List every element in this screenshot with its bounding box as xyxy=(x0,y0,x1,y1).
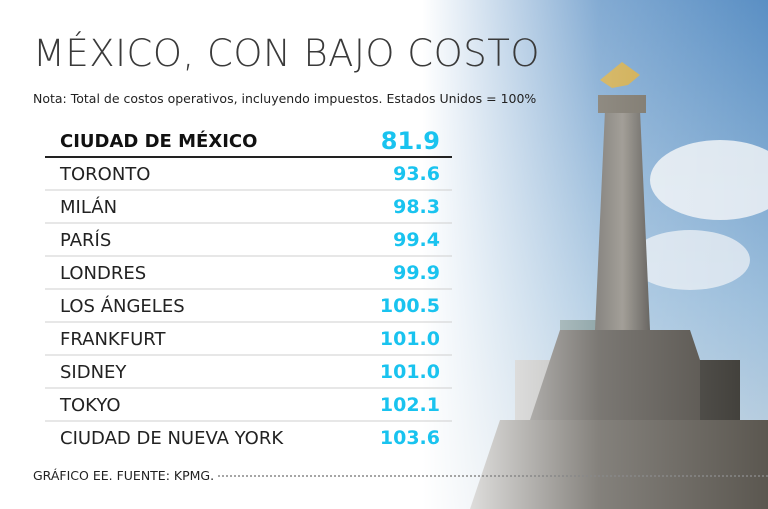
city: LOS ÁNGELES xyxy=(60,295,185,317)
city: FRANKFURT xyxy=(60,329,166,350)
value: 99.9 xyxy=(393,262,440,284)
city: CIUDAD DE MÉXICO xyxy=(60,130,257,152)
city: MILÁN xyxy=(60,196,117,218)
city: SIDNEY xyxy=(60,362,127,383)
city: TOKYO xyxy=(59,395,121,416)
city: PARÍS xyxy=(60,229,111,251)
city: TORONTO xyxy=(59,164,150,185)
value: 102.1 xyxy=(380,394,440,416)
value: 93.6 xyxy=(393,163,440,185)
city: LONDRES xyxy=(60,263,146,284)
value: 101.0 xyxy=(380,328,440,350)
value: 100.5 xyxy=(380,295,440,317)
value: 99.4 xyxy=(393,229,440,251)
source: GRÁFICO EE. FUENTE: KPMG. xyxy=(33,468,214,483)
value: 103.6 xyxy=(380,427,440,449)
table: CIUDAD DE MÉXICO 81.9 TORONTO 93.6 MILÁN 98.3… xyxy=(45,127,452,449)
value: 81.9 xyxy=(381,127,440,155)
title: MÉXICO, CON BAJO COSTO xyxy=(33,31,540,75)
note: Nota: Total de costos operativos, incluy… xyxy=(33,91,536,106)
value: 101.0 xyxy=(380,361,440,383)
city: CIUDAD DE NUEVA YORK xyxy=(60,428,284,449)
value: 98.3 xyxy=(393,196,440,218)
